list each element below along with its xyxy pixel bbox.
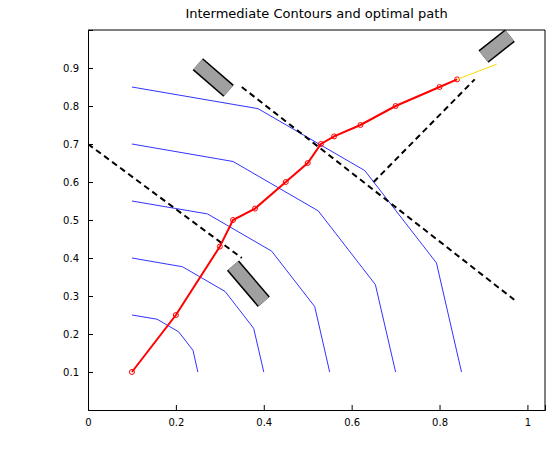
title: Intermediate Contours and optimal path (185, 6, 447, 21)
frame (545, 30, 546, 410)
dashed-line (242, 87, 514, 300)
tick-mark (352, 405, 353, 410)
tick: 0.8 (432, 405, 448, 428)
tick-label: 0.7 (63, 139, 79, 150)
tick-mark (88, 68, 93, 69)
x-axis: 0 0.2 0.4 0.6 0.8 1 (85, 405, 545, 428)
marker (129, 370, 134, 375)
tick-label: 0.4 (256, 417, 272, 428)
axis-line (89, 31, 94, 411)
tick-label: 0.6 (63, 177, 79, 188)
chart: 00.20.40.60.810.10.20.30.40.50.60.70.80.… (0, 0, 553, 462)
tick-label: 0.9 (63, 63, 79, 74)
tick-mark (527, 405, 528, 410)
marker (173, 313, 178, 318)
frame (88, 30, 545, 31)
tick-mark (88, 106, 93, 107)
tick-label: 0.2 (63, 329, 79, 340)
dashed-line (374, 79, 475, 182)
marker (358, 123, 363, 128)
tick-label: 0.2 (168, 417, 184, 428)
tick-mark (88, 258, 93, 259)
marker (393, 104, 398, 109)
tick-label: 0.5 (63, 215, 79, 226)
dashed-line (88, 144, 242, 258)
tick: 0.1 (63, 367, 93, 378)
tick-label: 1 (525, 417, 531, 428)
marker (217, 244, 222, 249)
tick: 0.5 (63, 215, 93, 226)
tick-label: 0.8 (432, 417, 448, 428)
obstacle (198, 64, 229, 91)
tick: 0.2 (63, 329, 93, 340)
marker (252, 206, 257, 211)
tick-label: 0.3 (63, 291, 79, 302)
tick-mark (176, 405, 177, 410)
plot: 00.20.40.60.810.10.20.30.40.50.60.70.80.… (63, 30, 545, 428)
line (132, 79, 457, 372)
marker (332, 134, 337, 139)
tick: 0.2 (168, 405, 184, 428)
axis-line (89, 405, 546, 411)
y-axis: 0.1 0.2 0.3 0.4 0.5 0.6 0.7 0.8 0.9 (63, 31, 93, 411)
marker (318, 142, 323, 147)
tick-mark (264, 405, 265, 410)
tick-mark (88, 144, 93, 145)
tick-mark (88, 220, 93, 221)
marker (283, 180, 288, 185)
obstacle (233, 266, 264, 302)
tick-label: 0.4 (63, 253, 79, 264)
marker (231, 218, 236, 223)
line (457, 64, 497, 79)
tick: 0.7 (63, 139, 93, 150)
line (132, 258, 264, 372)
tick: 0.9 (63, 63, 93, 74)
tick: 0.4 (63, 253, 93, 264)
tick-mark (88, 334, 93, 335)
tick: 0.3 (63, 291, 93, 302)
obstacle-border (233, 266, 264, 302)
line (132, 315, 198, 372)
tick-mark (88, 372, 93, 373)
marker (305, 161, 310, 166)
tick: 0.6 (344, 405, 360, 428)
marks (88, 36, 514, 375)
tick: 1 (525, 405, 531, 428)
tick-mark (88, 296, 93, 297)
tick-mark (88, 182, 93, 183)
tick-label: 0 (85, 417, 91, 428)
tick: 0.4 (256, 405, 272, 428)
line (132, 144, 396, 372)
obstacle (483, 36, 509, 57)
obstacle-border (198, 64, 229, 91)
obstacle-border (483, 36, 509, 57)
tick-label: 0.1 (63, 367, 79, 378)
marker (437, 85, 442, 90)
tick: 0.6 (63, 177, 93, 188)
tick-label: 0.8 (63, 101, 79, 112)
line (132, 87, 462, 372)
tick: 0.8 (63, 101, 93, 112)
tick-label: 0.6 (344, 417, 360, 428)
tick-mark (440, 405, 441, 410)
